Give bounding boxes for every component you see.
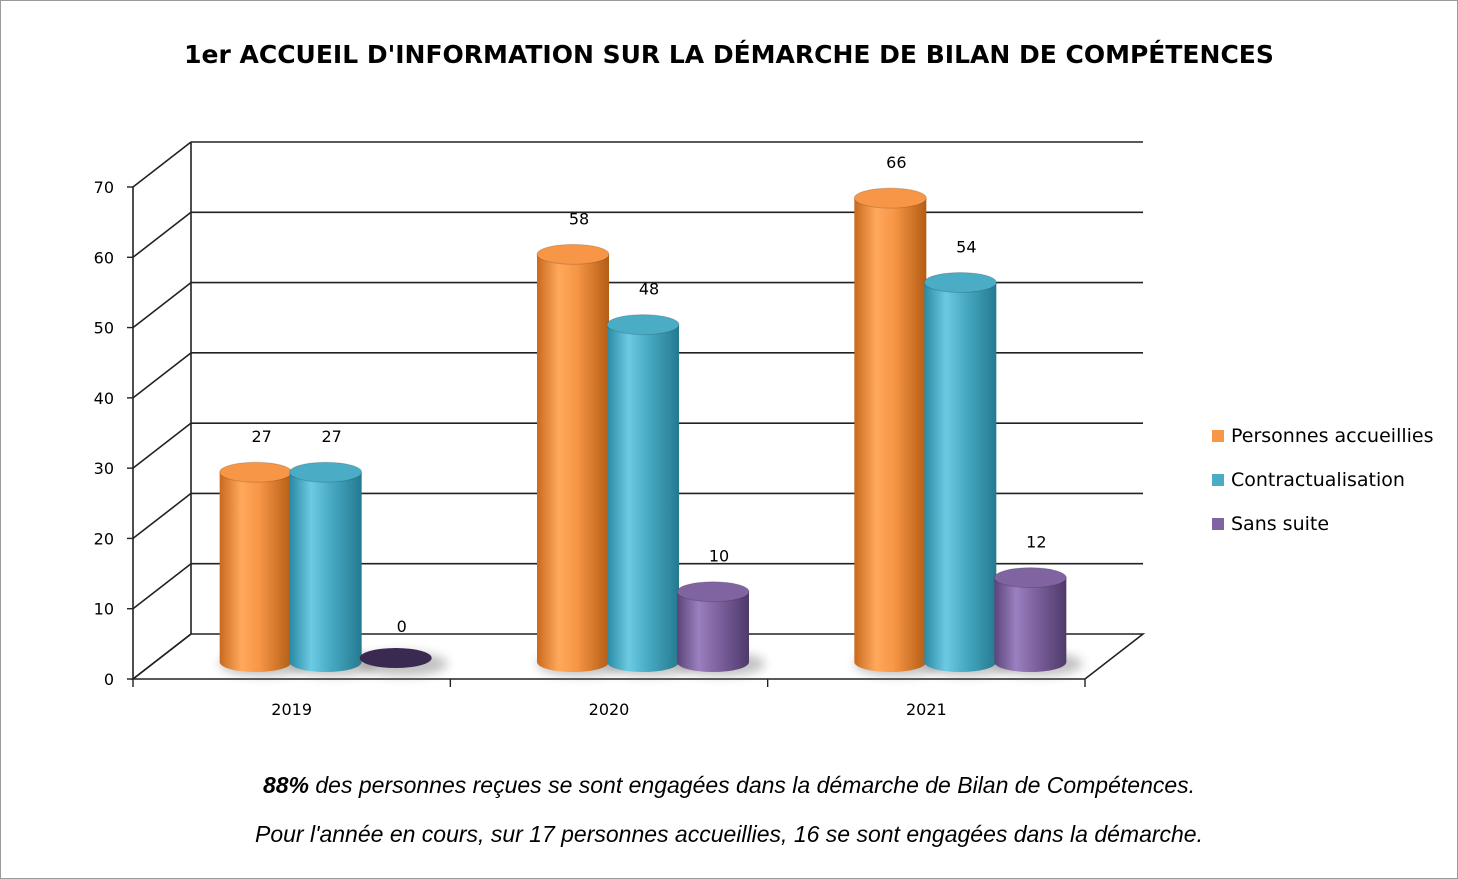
y-tick-label: 50 — [94, 319, 114, 338]
gridline-diagonal — [132, 352, 192, 399]
gridline-diagonal — [132, 211, 192, 258]
data-label: 54 — [956, 237, 976, 256]
bar-sans-suite-2020 — [677, 591, 749, 672]
legend-item: Personnes accueillies — [1212, 414, 1434, 458]
gridline-diagonal — [132, 563, 192, 610]
y-tick-label: 10 — [94, 600, 114, 619]
footnote-engagement-rate: 88% des personnes reçues se sont engagée… — [0, 772, 1458, 799]
bar-top-cap — [219, 461, 293, 483]
bar-contractualisation-2021 — [924, 282, 997, 673]
legend-item: Sans suite — [1212, 502, 1434, 546]
footnote-text: des personnes reçues se sont engagées da… — [308, 772, 1196, 798]
footnote-current-year: Pour l'année en cours, sur 17 personnes … — [255, 821, 1203, 847]
y-tick-label: 70 — [94, 178, 114, 197]
legend-label: Sans suite — [1231, 513, 1330, 535]
y-tick-label: 30 — [94, 459, 114, 478]
gridline-diagonal — [132, 141, 192, 188]
data-label: 48 — [639, 280, 659, 299]
gridline-diagonal — [132, 492, 192, 540]
bar-personnes-accueillies-2019 — [219, 472, 292, 672]
data-label: 12 — [1026, 533, 1046, 552]
bar-personnes-accueillies-2021 — [854, 198, 927, 673]
gridline-diagonal — [132, 422, 192, 469]
bar-contractualisation-2020 — [607, 324, 679, 672]
footnote-percentage: 88% — [262, 772, 309, 798]
y-tick-label: 60 — [94, 248, 114, 267]
y-tick-label: 40 — [94, 389, 114, 408]
bar-top-cap — [676, 581, 750, 603]
legend: Personnes accueillies Contractualisation S… — [1212, 414, 1434, 546]
bar-top-cap — [606, 314, 680, 336]
bar-contractualisation-2019 — [289, 472, 362, 673]
gridline-diagonal — [132, 281, 192, 329]
y-tick-label: 0 — [104, 670, 114, 689]
y-tick-label: 20 — [94, 529, 114, 548]
data-label: 0 — [397, 617, 407, 636]
legend-label: Personnes accueillies — [1231, 425, 1434, 447]
data-label: 10 — [709, 547, 729, 566]
data-label: 66 — [886, 153, 906, 172]
bar-top-cap — [993, 567, 1067, 589]
bar-sans-suite-2019 — [359, 648, 432, 668]
bar-top-cap — [289, 461, 363, 483]
chart-title: 1er ACCUEIL D'INFORMATION SUR LA DÉMARCH… — [184, 40, 1274, 69]
bar-top-cap — [923, 271, 997, 293]
legend-swatch — [1212, 430, 1224, 442]
x-tick-label: 2019 — [271, 700, 312, 719]
bar-top-cap — [853, 187, 927, 209]
bar-sans-suite-2021 — [994, 577, 1067, 672]
bar-personnes-accueillies-2020 — [537, 254, 609, 672]
x-tick-label: 2020 — [589, 700, 630, 719]
legend-item: Contractualisation — [1212, 458, 1434, 502]
bar-top-cap — [536, 243, 610, 265]
data-label: 27 — [251, 427, 271, 446]
legend-swatch — [1212, 474, 1224, 486]
data-label: 27 — [321, 427, 341, 446]
data-label: 58 — [569, 209, 589, 228]
legend-swatch — [1212, 518, 1224, 530]
legend-label: Contractualisation — [1231, 469, 1405, 491]
x-tick-label: 2021 — [906, 700, 947, 719]
